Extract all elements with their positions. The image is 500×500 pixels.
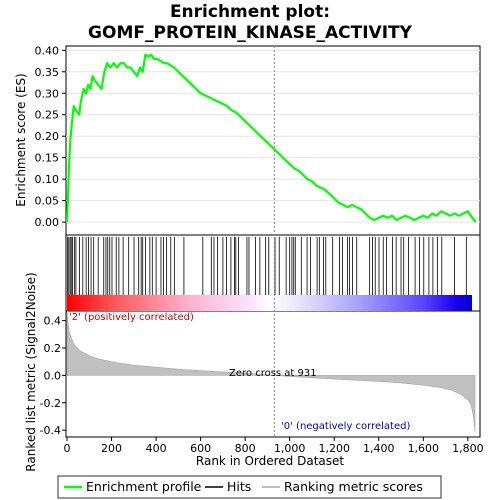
ranking-y-tick-label: 0.0 — [44, 369, 62, 382]
chart-title-line-1: Enrichment plot: — [169, 2, 331, 22]
es-y-tick-label: 0.30 — [35, 87, 60, 100]
es-gridlines — [66, 49, 480, 223]
ranking-y-tick-label: 0.4 — [44, 315, 62, 328]
es-y-tick-label: 0.25 — [35, 109, 60, 122]
ranking-y-tick-label: 0.2 — [44, 342, 62, 355]
es-panel-frame — [65, 45, 481, 236]
legend-label-hits: Hits — [227, 479, 251, 494]
x-tick-label: 1,800 — [452, 442, 484, 455]
rank-color-bar — [67, 295, 472, 311]
ranking-y-ticks: -0.4 -0.2 0.0 0.2 0.4 — [40, 315, 66, 437]
x-tick-label: 400 — [146, 442, 167, 455]
zero-cross-label: Zero cross at 931 — [229, 368, 317, 379]
ranking-x-ticks: 0 200 400 600 800 1,000 1,200 1,400 1,600 1,800 — [64, 437, 484, 455]
x-tick-label: 800 — [235, 442, 256, 455]
es-y-tick-label: 0.00 — [35, 216, 60, 229]
x-tick-label: 200 — [101, 442, 122, 455]
x-tick-label: 0 — [64, 442, 71, 455]
x-tick-label: 1,600 — [408, 442, 440, 455]
chart-title: Enrichment plot: GOMF_PROTEIN_KINASE_ACT… — [0, 2, 500, 44]
negative-correlation-label: '0' (negatively correlated) — [281, 421, 410, 432]
es-y-tick-label: 0.40 — [35, 44, 60, 57]
ranking-metric-area — [66, 310, 476, 432]
chart-title-line-2: GOMF_PROTEIN_KINASE_ACTIVITY — [88, 23, 412, 43]
hit-markers — [67, 237, 467, 295]
ranking-y-tick-label: -0.4 — [40, 424, 61, 437]
x-tick-label: 1,400 — [363, 442, 395, 455]
es-y-tick-label: 0.05 — [35, 195, 60, 208]
x-axis-label: Rank in Ordered Dataset — [196, 454, 344, 468]
ranking-y-axis-label: Ranked list metric (Signal2Noise) — [24, 272, 38, 471]
ranking-y-tick-label: -0.2 — [40, 397, 61, 410]
es-y-axis-label: Enrichment score (ES) — [14, 73, 28, 206]
es-y-tick-label: 0.20 — [35, 130, 60, 143]
positive-correlation-label: '2' (positively correlated) — [69, 312, 194, 323]
es-y-tick-label: 0.35 — [35, 66, 60, 79]
x-tick-label: 1,000 — [274, 442, 306, 455]
legend-label-ranking: Ranking metric scores — [284, 479, 423, 494]
enrichment-profile-line — [65, 53, 477, 223]
es-y-tick-label: 0.10 — [35, 173, 60, 186]
x-tick-label: 1,200 — [318, 442, 350, 455]
es-y-ticks: 0.00 0.05 0.10 0.15 0.20 0.25 0.30 0.35 0.40 — [35, 44, 66, 229]
legend-label-enrichment: Enrichment profile — [86, 479, 202, 494]
x-tick-label: 600 — [190, 442, 211, 455]
es-y-tick-label: 0.15 — [35, 152, 60, 165]
legend-box — [57, 475, 442, 499]
